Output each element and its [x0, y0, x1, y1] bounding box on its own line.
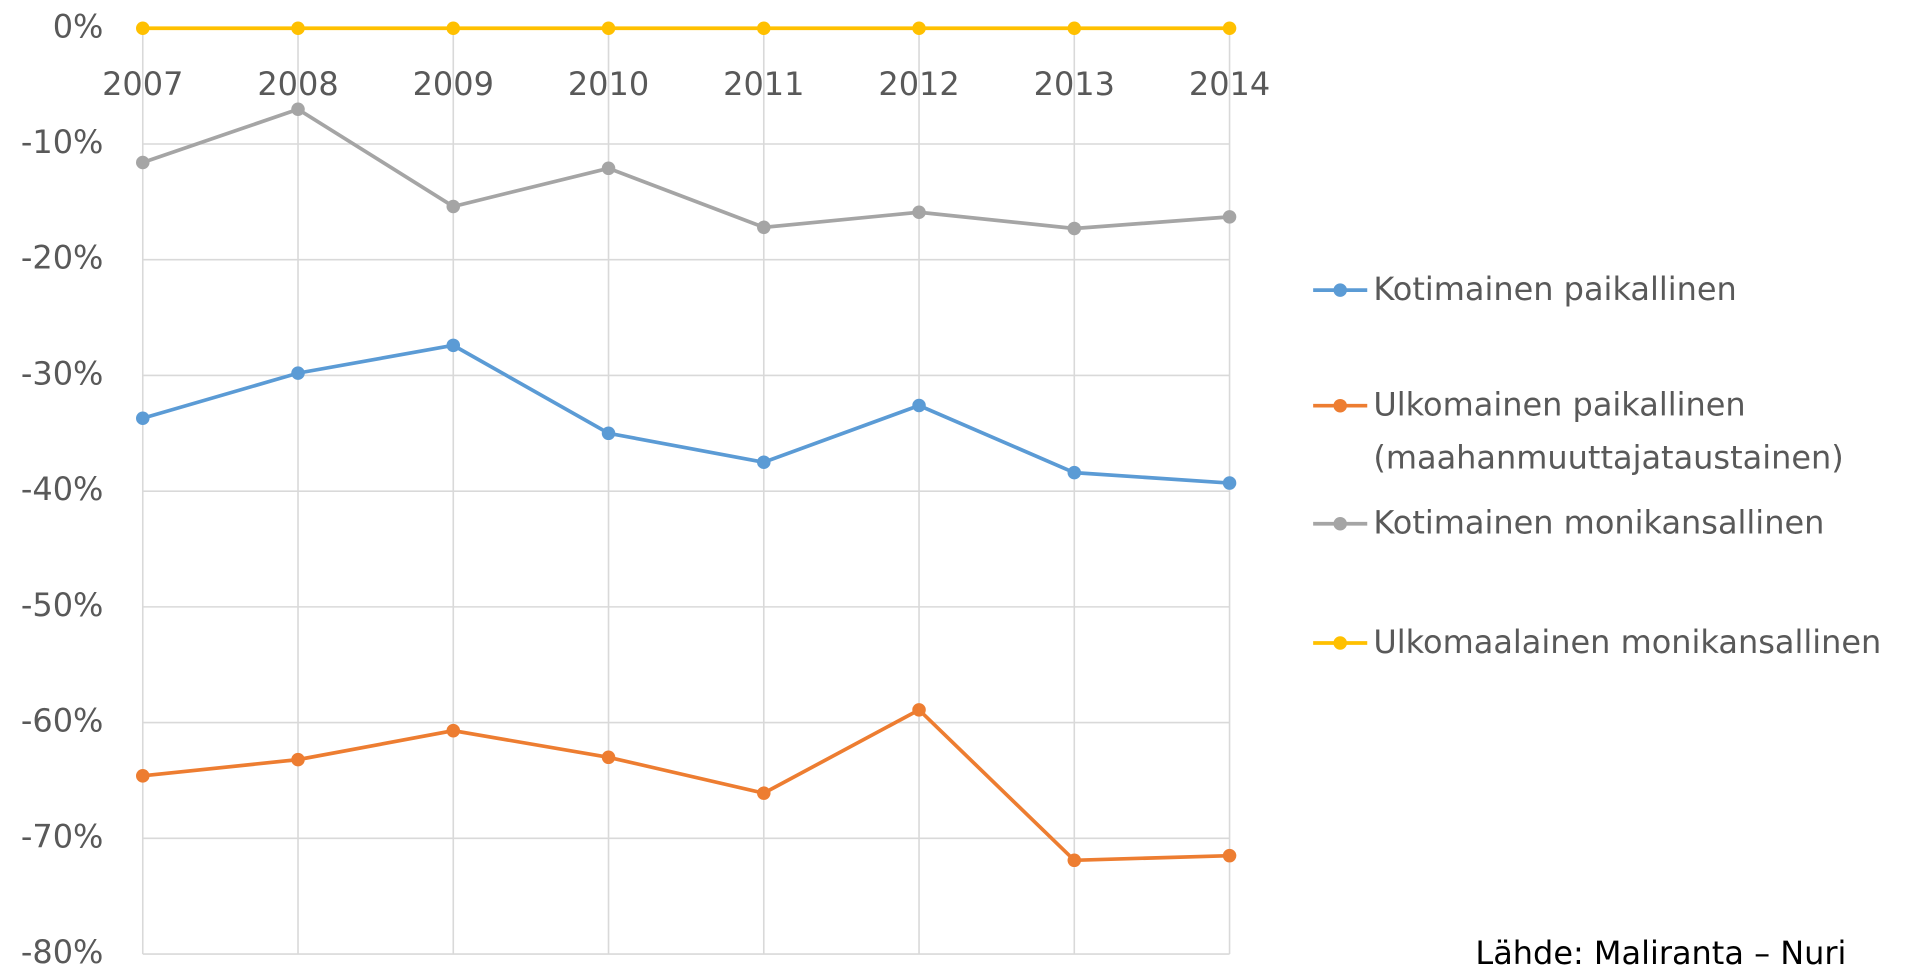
x-tick-label: 2010 — [568, 65, 649, 103]
legend-entry: Ulkomaalainen monikansallinen — [1373, 623, 1882, 661]
legend-swatch-marker — [1333, 636, 1347, 650]
data-point — [601, 161, 616, 176]
data-point — [1067, 21, 1082, 36]
data-point — [291, 366, 305, 380]
data-point — [912, 703, 926, 717]
data-point — [1067, 853, 1082, 868]
source-note: Lähde: Maliranta – Nuri — [1475, 934, 1846, 970]
y-tick-label: -70% — [21, 817, 104, 855]
data-point — [446, 199, 461, 214]
y-tick-label: -30% — [21, 354, 104, 392]
data-point — [601, 750, 616, 765]
data-point — [135, 155, 150, 170]
data-point — [135, 21, 150, 36]
data-point — [135, 411, 150, 426]
data-point — [757, 21, 771, 36]
x-tick-label: 2013 — [1034, 65, 1115, 103]
data-point — [1067, 221, 1082, 236]
series-line — [142, 707, 1230, 863]
data-point — [1222, 476, 1237, 490]
legend-label: Kotimainen monikansallinen — [1373, 504, 1825, 542]
series-line — [142, 107, 1230, 231]
legend-label: Kotimainen paikallinen — [1373, 271, 1737, 308]
y-tick-label: -20% — [21, 239, 104, 277]
data-point — [446, 21, 461, 36]
data-point — [757, 455, 771, 469]
x-tick-label: 2011 — [723, 65, 804, 103]
data-point — [757, 220, 771, 235]
x-tick-label: 2008 — [257, 65, 338, 103]
data-point — [446, 723, 461, 738]
y-tick-label: -40% — [21, 470, 104, 508]
legend-label: Ulkomainen paikallinen (maahanmuuttajata… — [1373, 386, 1844, 477]
x-tick-label: 2012 — [878, 65, 959, 103]
x-tick-label: 2009 — [413, 65, 494, 103]
y-tick-label: -60% — [21, 702, 104, 740]
data-point — [446, 338, 461, 353]
data-point — [912, 398, 926, 413]
data-point — [601, 21, 616, 36]
data-point — [757, 786, 771, 800]
x-tick-label: 2007 — [102, 65, 183, 103]
data-point — [291, 21, 305, 36]
legend-entry: Kotimainen monikansallinen — [1373, 504, 1825, 542]
legend-swatch-marker — [1333, 283, 1347, 297]
data-point — [291, 752, 305, 767]
legend-entry: Kotimainen paikallinen — [1373, 271, 1737, 308]
legend-label: Ulkomaalainen monikansallinen — [1373, 623, 1882, 661]
series-line — [142, 343, 1230, 485]
data-point — [1067, 465, 1082, 480]
data-point — [1222, 848, 1237, 863]
legend-entry: Ulkomainen paikallinen (maahanmuuttajata… — [1373, 386, 1844, 477]
y-tick-label: -50% — [21, 586, 104, 624]
y-tick-label: 0% — [53, 7, 104, 45]
y-tick-label: -80% — [21, 933, 104, 970]
y-tick-label: -10% — [21, 123, 104, 161]
data-point — [912, 205, 926, 220]
data-point — [291, 102, 305, 117]
data-point — [1222, 21, 1237, 36]
x-tick-label: 2014 — [1189, 65, 1270, 103]
legend-swatch-marker — [1333, 398, 1347, 413]
data-point — [912, 21, 926, 36]
data-point — [1222, 210, 1237, 224]
legend-swatch-marker — [1333, 516, 1347, 531]
data-point — [601, 426, 616, 441]
data-point — [135, 769, 150, 783]
